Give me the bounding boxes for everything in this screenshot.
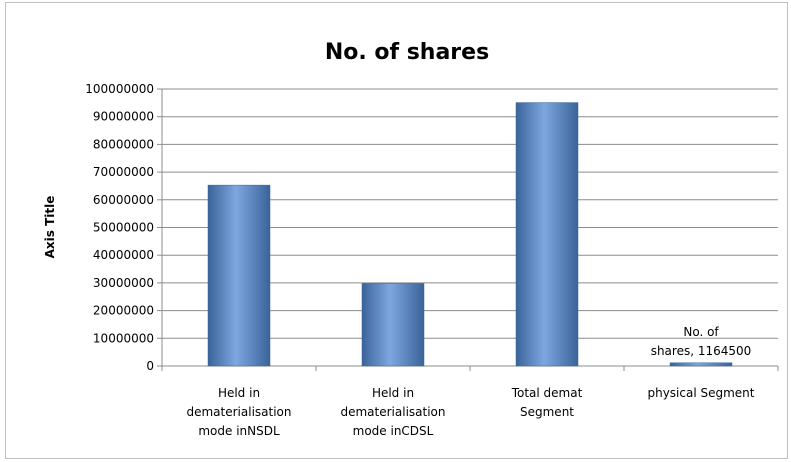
y-tick-label: 70000000 <box>93 165 154 179</box>
y-axis-title: Axis Title <box>43 196 57 259</box>
chart-area: No. of shares Axis Title 0 10000000 200000… <box>5 2 788 459</box>
x-category-label: Total demat Segment <box>511 386 583 419</box>
y-tick-label: 90000000 <box>93 110 154 124</box>
y-tick-label: 0 <box>146 359 154 373</box>
bar <box>669 362 733 367</box>
x-category-label: Held in dematerialisation mode inCDSL <box>340 386 445 438</box>
data-labels: No. of shares, 1164500 <box>651 325 752 358</box>
y-tick-label: 40000000 <box>93 248 154 262</box>
x-category-label: physical Segment <box>647 386 754 400</box>
data-label: No. of shares, 1164500 <box>651 325 752 358</box>
y-tick-label: 10000000 <box>93 331 154 345</box>
x-category-labels: Held in dematerialisation mode inNSDL Held … <box>186 386 754 438</box>
y-tick-label: 60000000 <box>93 193 154 207</box>
chart-title: No. of shares <box>325 40 489 65</box>
bar <box>515 102 579 367</box>
y-tick-label: 80000000 <box>93 137 154 151</box>
y-tick-label: 30000000 <box>93 276 154 290</box>
y-tick-label: 20000000 <box>93 304 154 318</box>
bars <box>207 102 733 367</box>
bar <box>361 283 425 367</box>
y-tick-label: 50000000 <box>93 221 154 235</box>
y-tick-labels: 0 10000000 20000000 30000000 40000000 5000000… <box>85 82 154 373</box>
bar <box>207 184 271 367</box>
y-tick-label: 100000000 <box>85 82 154 96</box>
bar-chart: No. of shares Axis Title 0 10000000 200000… <box>43 40 779 438</box>
x-category-label: Held in dematerialisation mode inNSDL <box>186 386 291 438</box>
